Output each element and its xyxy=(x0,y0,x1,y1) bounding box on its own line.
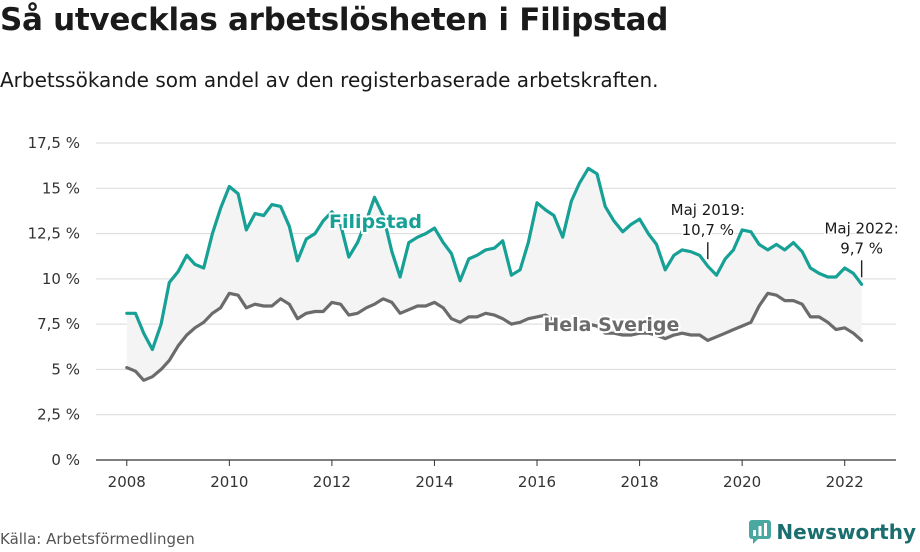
y-tick-label: 5 % xyxy=(51,360,80,378)
gap-band xyxy=(126,168,862,381)
x-tick-label: 2008 xyxy=(108,473,146,491)
series-line-filipstad xyxy=(125,166,864,352)
source-note: Källa: Arbetsförmedlingen xyxy=(0,530,195,548)
x-tick-label: 2020 xyxy=(723,473,761,491)
gap-band-area xyxy=(126,168,862,381)
y-tick-label: 0 % xyxy=(51,451,80,469)
series-line-hela-sverige xyxy=(125,291,864,382)
y-tick-label: 2,5 % xyxy=(37,406,80,424)
annotation-date: Maj 2022: xyxy=(824,219,898,237)
y-tick-label: 10 % xyxy=(42,270,80,288)
x-tick-label: 2016 xyxy=(518,473,556,491)
annotation-value: 10,7 % xyxy=(682,221,734,239)
series-lines xyxy=(125,166,864,382)
chat-bubble-icon xyxy=(749,520,772,544)
page-subtitle: Arbetssökande som andel av den registerb… xyxy=(0,68,659,92)
series-label: Hela Sverige xyxy=(543,314,679,336)
series-label: Filipstad xyxy=(329,211,422,233)
annotation-value: 9,7 % xyxy=(840,239,883,257)
series-labels: Filipstad Hela Sverige xyxy=(327,209,681,338)
x-tick-label: 2014 xyxy=(415,473,453,491)
page-title: Så utvecklas arbetslösheten i Filipstad xyxy=(0,2,669,38)
y-tick-label: 7,5 % xyxy=(37,315,80,333)
axes: 0 % 2,5 % 5 % 7,5 % 10 % 12,5 % 15 % 17,5 % 2008… xyxy=(28,134,896,491)
y-tick-label: 15 % xyxy=(42,179,80,197)
annotations: Maj 2019: 10,7 % Maj 2022: 9,7 % xyxy=(669,200,900,278)
x-tick-label: 2022 xyxy=(826,473,864,491)
annotation-date: Maj 2019: xyxy=(671,201,745,219)
y-tick-label: 12,5 % xyxy=(28,225,80,243)
y-tick-label: 17,5 % xyxy=(28,134,80,152)
x-tick-label: 2018 xyxy=(620,473,658,491)
x-tick-label: 2012 xyxy=(313,473,351,491)
brand-name: Newsworthy xyxy=(776,520,916,544)
newsworthy-logo: Newsworthy xyxy=(749,520,916,544)
x-tick-label: 2010 xyxy=(210,473,248,491)
